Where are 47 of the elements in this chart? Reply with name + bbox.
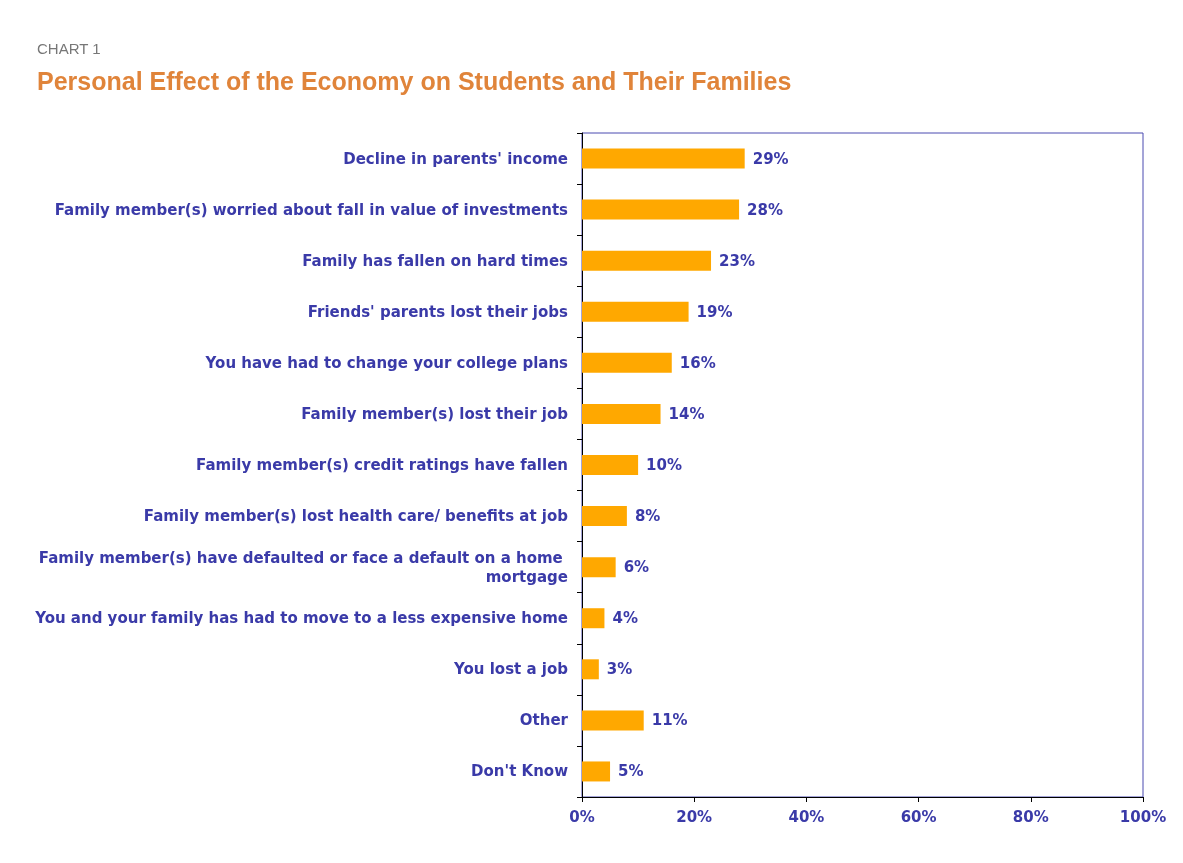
y-tick-label: Family member(s) worried about fall in value of investments	[54, 200, 569, 219]
data-label: 19%	[696, 302, 733, 321]
data-label: 11%	[651, 711, 688, 730]
bar	[582, 710, 644, 731]
y-tick-label: Other	[519, 711, 569, 730]
x-tick-label: 100%	[1119, 807, 1167, 826]
y-tick-label: Family has fallen on hard times	[302, 251, 569, 270]
data-label: 5%	[618, 762, 644, 781]
y-tick-label: Friends' parents lost their jobs	[307, 302, 569, 321]
bar	[582, 403, 661, 424]
data-label: 3%	[606, 660, 633, 679]
data-label: 4%	[612, 609, 638, 628]
data-label: 28%	[747, 200, 783, 219]
chart-title: Personal Effect of the Economy on Students and Their Families	[37, 66, 792, 95]
bar	[582, 199, 740, 220]
x-tick-label: 40%	[788, 807, 825, 826]
data-label: 14%	[668, 404, 705, 423]
bar	[582, 148, 745, 169]
bar	[582, 352, 672, 373]
data-label: 16%	[679, 353, 716, 372]
y-tick-label: You and your family has had to move to a less expensive home	[34, 609, 568, 628]
x-tick-label: 80%	[1012, 807, 1049, 826]
x-tick-label: 60%	[900, 807, 937, 826]
bar	[582, 301, 689, 322]
text: CHART 1	[37, 40, 101, 57]
y-tick-label: Don't Know	[471, 762, 569, 781]
data-label: 23%	[719, 251, 755, 270]
y-tick-label: Family member(s) lost their job	[301, 404, 569, 423]
y-tick-label: You have had to change your college plans	[204, 353, 569, 372]
bar	[582, 250, 712, 271]
y-tick-label: Family member(s) have defaulted or face a default on a home mortgage	[38, 548, 568, 586]
bar	[582, 761, 611, 782]
data-label: 6%	[623, 558, 650, 577]
x-tick-label: 20%	[676, 807, 713, 826]
bar	[582, 557, 616, 578]
x-tick-label: 0%	[569, 807, 595, 826]
y-tick-label: Decline in parents' income	[343, 149, 568, 168]
y-tick-label: Family member(s) credit ratings have fallen	[196, 456, 568, 474]
y-tick-label: Family member(s) lost health care/ benefits at job	[143, 507, 569, 526]
bar	[582, 455, 639, 475]
bar	[582, 506, 627, 527]
bar	[582, 659, 599, 680]
data-label: 8%	[634, 507, 661, 526]
data-label: 29%	[752, 149, 789, 168]
y-tick-label: You lost a job	[453, 660, 569, 679]
data-label: 10%	[646, 456, 683, 474]
bar	[582, 608, 605, 629]
